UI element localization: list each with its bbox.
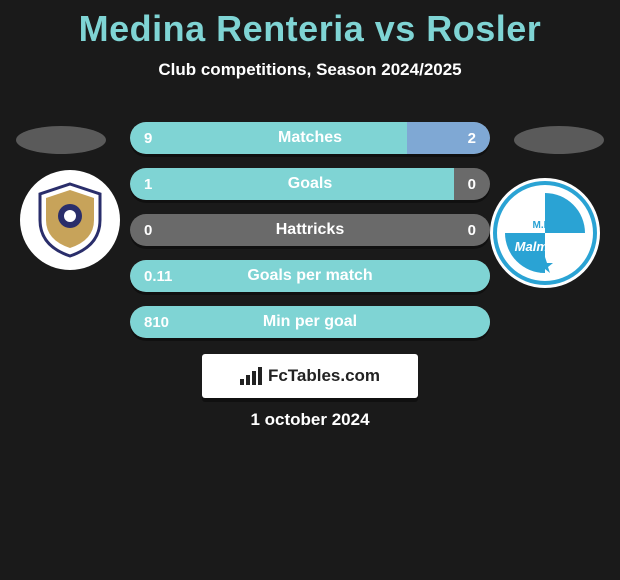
page-title: Medina Renteria vs Rosler bbox=[0, 0, 620, 50]
qarabag-crest-icon bbox=[30, 180, 110, 260]
stat-label: Matches bbox=[130, 122, 490, 154]
stat-label: Goals per match bbox=[130, 260, 490, 292]
club-logo-right: M.F.F Malmö FF bbox=[490, 178, 600, 288]
footer-date: 1 october 2024 bbox=[0, 410, 620, 430]
value-right bbox=[462, 260, 490, 292]
value-right: 0 bbox=[454, 214, 490, 246]
malmo-text: Malmö FF bbox=[515, 239, 577, 254]
stats-container: 9 Matches 2 1 Goals 0 0 Hattricks 0 0.11… bbox=[130, 122, 490, 352]
stat-label: Hattricks bbox=[130, 214, 490, 246]
stat-row-goals: 1 Goals 0 bbox=[130, 168, 490, 200]
club-logo-left bbox=[20, 170, 120, 270]
stat-row-hattricks: 0 Hattricks 0 bbox=[130, 214, 490, 246]
page-subtitle: Club competitions, Season 2024/2025 bbox=[0, 60, 620, 80]
shadow-left bbox=[16, 126, 106, 154]
stat-row-matches: 9 Matches 2 bbox=[130, 122, 490, 154]
value-right: 0 bbox=[454, 168, 490, 200]
stat-label: Goals bbox=[130, 168, 490, 200]
stat-row-min-per-goal: 810 Min per goal bbox=[130, 306, 490, 338]
brand-box[interactable]: FcTables.com bbox=[202, 354, 418, 398]
stat-label: Min per goal bbox=[130, 306, 490, 338]
value-right bbox=[462, 306, 490, 338]
shadow-right bbox=[514, 126, 604, 154]
stat-row-goals-per-match: 0.11 Goals per match bbox=[130, 260, 490, 292]
brand-text: FcTables.com bbox=[268, 366, 380, 386]
malmo-crest-icon: M.F.F Malmö FF bbox=[493, 181, 597, 285]
svg-text:M.F.F: M.F.F bbox=[533, 220, 558, 231]
value-right: 2 bbox=[454, 122, 490, 154]
bar-chart-icon bbox=[240, 367, 262, 385]
